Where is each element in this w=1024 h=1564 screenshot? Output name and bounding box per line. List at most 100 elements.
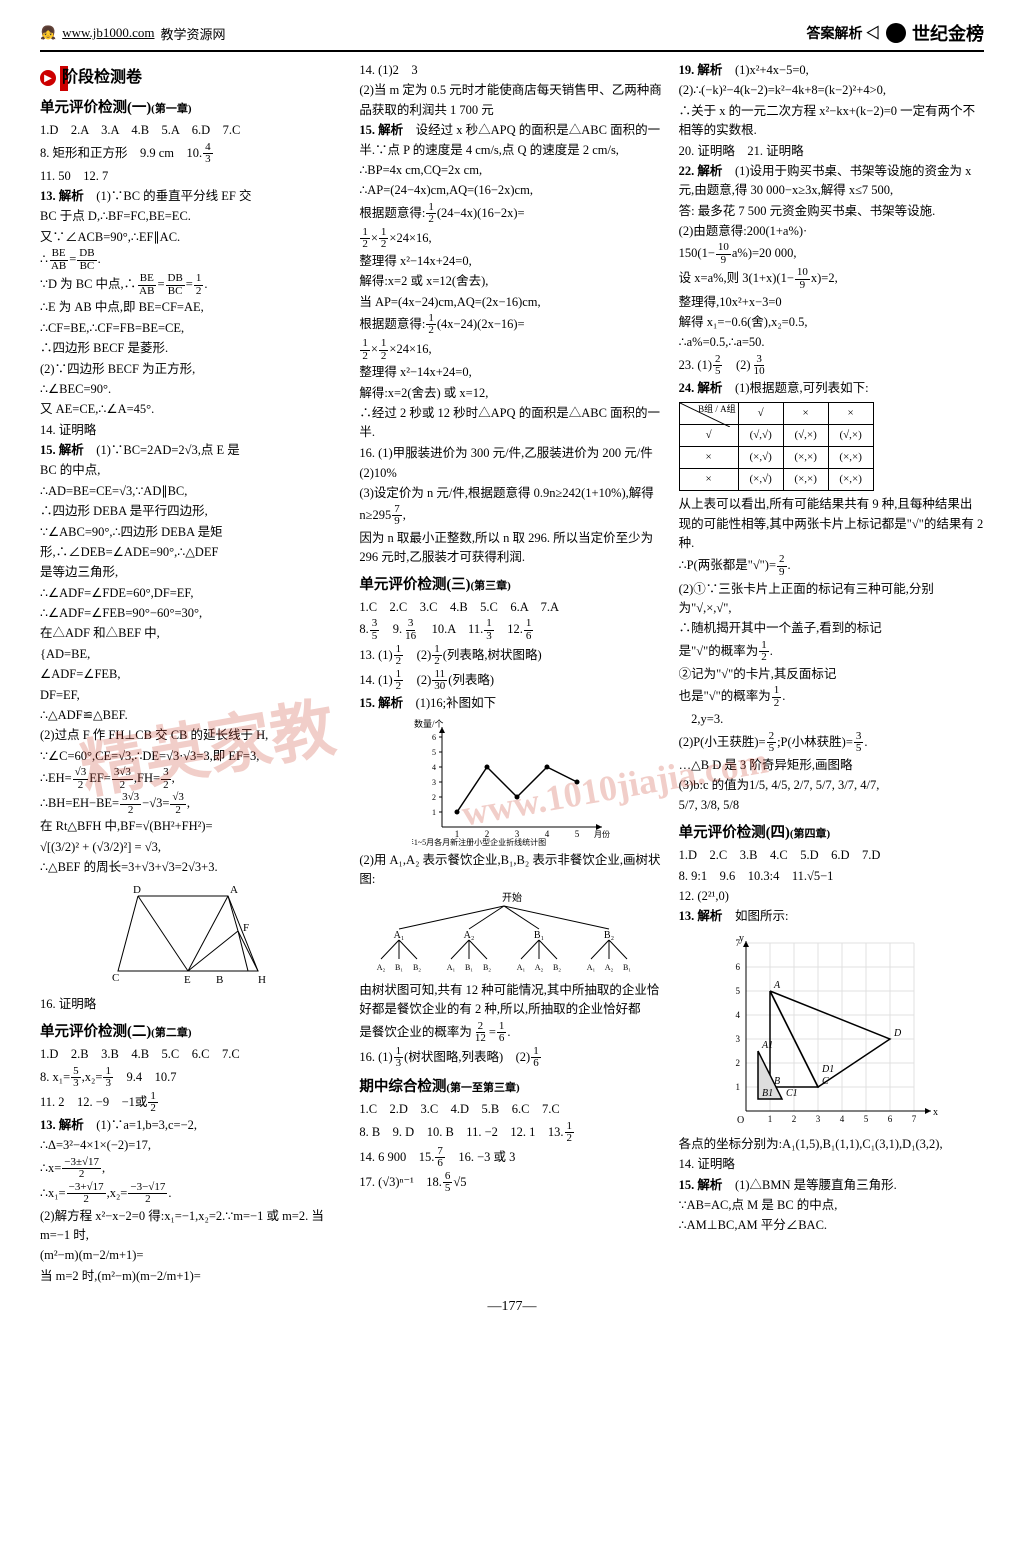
d: 5 (854, 743, 864, 755)
t: 8. x₁= (40, 1070, 70, 1084)
q13-l5: ∵D 为 BC 中点,∴BEAB=DBBC=12. (40, 273, 345, 297)
q15-17: ∴BH=EH−BE=3√32−√3=√32, (40, 792, 345, 816)
d: 10 (752, 366, 767, 378)
n: DB (77, 248, 96, 261)
f: 310 (752, 354, 767, 378)
d: 5 (767, 743, 777, 755)
t: , (187, 796, 190, 810)
unit1-subtitle: (第一章) (151, 103, 191, 115)
svg-text:H: H (258, 974, 266, 986)
lbl: 15. 解析 (679, 1178, 723, 1192)
t: 11. 2 12. −9 −1或 (40, 1095, 147, 1109)
t: = (69, 252, 76, 266)
t: ∴ (40, 252, 48, 266)
d: 2 (426, 325, 436, 337)
unit2-title: 单元评价检测(二)(第二章) (40, 1021, 345, 1043)
t: (4x−24)(2x−16)= (437, 317, 525, 331)
t: ;P(小林获胜)= (777, 735, 853, 749)
line-chart: 数量/个 12345123456月份 今年1~5月各月新注册小型企业折线统计图 (412, 717, 612, 847)
d: 2 (360, 351, 370, 363)
t: x)=2, (811, 271, 838, 285)
u2-q8: 8. x₁=53,x₂=13 9.4 10.7 (40, 1066, 345, 1090)
page-root: 👧 www.jb1000.com 教学资源网 答案解析 ◁ 世纪金榜 精英家教 … (0, 0, 1024, 1335)
t: 答: 最多花 7 500 元资金购买书桌、书架等设施. (679, 202, 984, 221)
header-url: www.jb1000.com (62, 25, 154, 41)
t: × (371, 342, 378, 356)
lbl: 24. 解析 (679, 381, 723, 395)
u2-q13-3: ∴x=−3±√172, (40, 1157, 345, 1181)
t: EF= (89, 771, 111, 785)
d: 5 (443, 1183, 453, 1195)
t: ×24×16, (389, 342, 431, 356)
f: 29 (777, 554, 787, 578)
svg-text:3: 3 (816, 1114, 821, 1124)
t: 也是"√"的概率为 (679, 689, 771, 703)
lbl: 15. 解析 (359, 123, 403, 137)
t: 10.A 11. (419, 622, 483, 636)
lbl: 15. 解析 (359, 696, 403, 710)
t: ∴△BEF 的周长=3+√3+√3=2√3+3. (40, 858, 345, 877)
t: 各点的坐标分别为:A₁(1,5),B₁(1,1),C₁(3,1),D₁(3,2)… (679, 1135, 984, 1154)
t: 5/7, 3/8, 5/8 (679, 796, 984, 815)
n: √3 (170, 792, 186, 805)
logo-icon: 👧 (40, 25, 56, 41)
t: …△B D 是 3 阶奇异矩形,画图略 (679, 756, 984, 775)
mid-q14: 14. 6 900 15.76 16. −3 或 3 (359, 1146, 664, 1170)
t: ∴BP=4x cm,CQ=2x cm, (359, 161, 664, 180)
f: 109 (795, 267, 810, 291)
d: 2 (81, 1194, 91, 1206)
u3-q15-4: 是餐饮企业的概率为212=16. (359, 1021, 664, 1045)
probability-table: B组 / A组 √ × × √(√,√)(√,×)(√,×) ×(×,√)(×,… (679, 402, 874, 491)
svg-text:7: 7 (912, 1114, 917, 1124)
t: ∴∠ADF=∠FEB=90°−60°=30°, (40, 604, 345, 623)
q13-l2: BC 于点 D,∴BF=FC,BE=EC. (40, 207, 345, 226)
table-corner: B组 / A组 (679, 403, 738, 425)
coordinate-chart: 11223344556677 x y O ADBCA1B1C1D1 (721, 931, 941, 1131)
c2-q16-2: (2)10% (359, 464, 664, 483)
n: BE (138, 273, 156, 286)
q13-l6: ∴E 为 AB 中点,即 BE=CF=AE, (40, 298, 345, 317)
f: 79 (392, 504, 402, 528)
unit4-subtitle: (第四章) (790, 828, 830, 840)
u3-q16: 16. (1)13(树状图略,列表略) (2)16 (359, 1046, 664, 1070)
u1-mc: 1.D 2.A 3.A 4.B 5.A 6.D 7.C (40, 121, 345, 140)
header-site: 教学资源网 (161, 24, 226, 43)
q13-l8: ∴四边形 BECF 是菱形. (40, 339, 345, 358)
svg-text:3: 3 (432, 778, 436, 787)
q13-l11: 又 AE=CE,∴∠A=45°. (40, 400, 345, 419)
d: 6 (497, 1033, 507, 1045)
f: 316 (403, 618, 418, 642)
t: BC 的中点, (40, 461, 345, 480)
t: ∴P(两张都是"√")= (679, 558, 776, 572)
f: 16 (524, 618, 534, 642)
t: × (371, 231, 378, 245)
f: BEAB (49, 248, 68, 272)
column-3: 19. 解析 (1)x²+4x−5=0, (2)∴(−k)²−4(k−2)=k²… (679, 60, 984, 1287)
tree-svg: A₁A₂B₁B₂A₂A₁B₁B₂B₁A₁A₂B₂B₂A₁A₂B₁ (359, 904, 649, 974)
header-brand: 世纪金榜 (912, 20, 984, 46)
svg-text:月份: 月份 (594, 829, 610, 839)
t: = (186, 277, 193, 291)
t: (2) (404, 673, 431, 687)
svg-text:A₂: A₂ (377, 963, 386, 972)
u1-q15: 15. 解析 (1)∵BC=2AD=2√3,点 E 是 (40, 441, 345, 460)
t: 是餐饮企业的概率为 (359, 1025, 472, 1039)
f: 65 (443, 1171, 453, 1195)
unit3-title: 单元评价检测(三)(第三章) (359, 574, 664, 596)
unit1-title: 单元评价检测(一)(第一章) (40, 97, 345, 119)
u4-q12: 12. (2²¹,0) (679, 887, 984, 906)
svg-text:A₁: A₁ (447, 963, 456, 972)
t: 16. (1) (359, 1050, 392, 1064)
svg-text:C1: C1 (786, 1088, 798, 1099)
corner-label: B组 / A组 (698, 403, 736, 417)
t: 设 x=a%,则 3(1+x)(1− (679, 271, 794, 285)
svg-text:B₁: B₁ (465, 963, 473, 972)
c2-q16-4: 因为 n 取最小正整数,所以 n 取 296. 所以当定价至少为 296 元时,… (359, 529, 664, 568)
f: 12 (360, 227, 370, 251)
t: (2)由题意得:200(1+a%)· (679, 222, 984, 241)
f: 12 (394, 669, 404, 693)
t: , (403, 508, 406, 522)
f: √32 (73, 767, 89, 791)
t: ∴关于 x 的一元二次方程 x²−kx+(k−2)=0 一定有两个不相等的实数根… (679, 102, 984, 141)
svg-text:B₂: B₂ (483, 963, 491, 972)
